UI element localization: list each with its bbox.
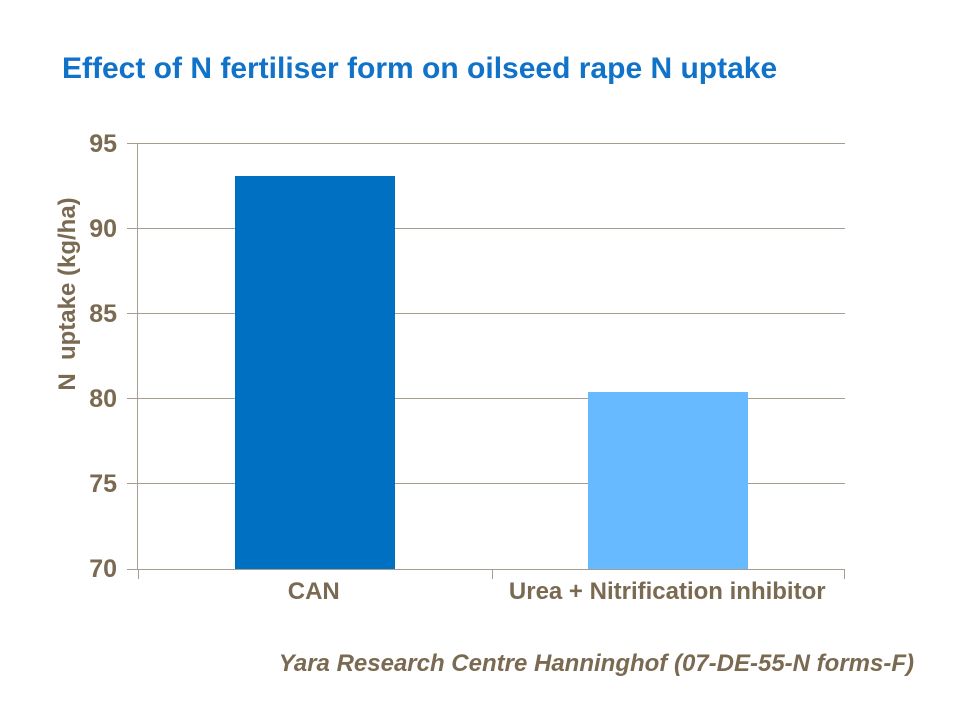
gridline-80	[138, 398, 845, 399]
category-label-can: CAN	[287, 578, 340, 605]
x-axis-tick	[844, 569, 845, 579]
y-tick-label: 70	[89, 555, 117, 583]
y-tick-label: 85	[89, 300, 117, 328]
footer-credit: Yara Research Centre Hanninghof (07-DE-5…	[278, 650, 914, 677]
y-axis-tick	[127, 569, 138, 570]
plot-area	[127, 143, 845, 579]
gridline-85	[138, 313, 845, 314]
y-axis-tick	[127, 483, 138, 484]
bar-can	[234, 176, 395, 569]
y-tick-label: 80	[89, 385, 117, 413]
gridline-75	[138, 483, 845, 484]
y-tick-label: 95	[89, 130, 117, 158]
x-axis-tick	[138, 569, 139, 579]
y-axis-tick	[127, 228, 138, 229]
y-axis-tick	[127, 143, 138, 144]
y-axis-tick	[127, 313, 138, 314]
bar-urea-nitrification-inhibitor	[588, 392, 749, 569]
x-axis-tick	[492, 569, 493, 579]
gridline-90	[138, 228, 845, 229]
y-tick-label: 75	[89, 470, 117, 498]
y-tick-label: 90	[89, 215, 117, 243]
gridline-95	[138, 143, 845, 144]
y-axis-tick	[127, 398, 138, 399]
category-label-urea-nitrification-inhibitor: Urea + Nitrification inhibitor	[508, 578, 826, 605]
chart-title: Effect of N fertiliser form on oilseed r…	[62, 52, 778, 85]
